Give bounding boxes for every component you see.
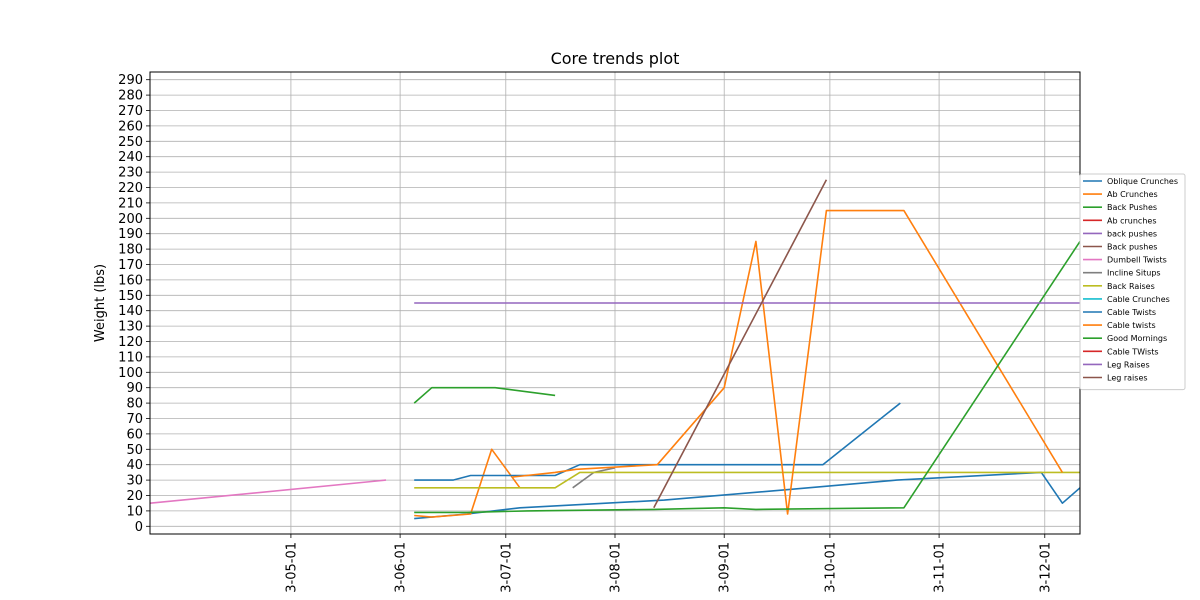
- y-tick-label: 100: [118, 366, 143, 381]
- legend-label: Leg raises: [1107, 374, 1148, 383]
- legend: Oblique Crunches Ab Crunches Back Pushes Ab…: [1079, 173, 1186, 391]
- y-tick-label: 180: [118, 243, 143, 258]
- x-tick-label: 3-07-01: [499, 542, 514, 593]
- series-line: [414, 240, 1080, 514]
- grid: [150, 72, 1080, 534]
- y-tick-label: 110: [118, 350, 143, 365]
- y-tick-label: 40: [126, 458, 143, 473]
- y-tick-label: 230: [118, 166, 143, 181]
- y-tick-label: 130: [118, 320, 143, 335]
- x-tick-label: 3-08-01: [609, 542, 624, 593]
- y-tick-label: 60: [126, 427, 143, 442]
- legend-label: Dumbell Twists: [1107, 256, 1167, 265]
- legend-label: Oblique Crunches: [1107, 177, 1178, 186]
- y-tick-label: 210: [118, 196, 143, 211]
- x-tick-label: 3-11-01: [933, 542, 948, 593]
- y-tick-label: 280: [118, 89, 143, 104]
- legend-label: Cable TWists: [1107, 347, 1159, 356]
- series-line: [414, 471, 1080, 489]
- y-axis: 0102030405060708090100110120130140150160…: [118, 73, 150, 535]
- legend-label: Back Raises: [1107, 282, 1155, 291]
- series-line: [150, 479, 387, 504]
- series-line: [414, 402, 901, 481]
- legend-label: Back Pushes: [1107, 203, 1157, 212]
- series-line: [653, 179, 828, 509]
- y-tick-label: 80: [126, 397, 143, 412]
- series-layer: [150, 179, 1080, 520]
- y-tick-label: 220: [118, 181, 143, 196]
- y-tick-label: 290: [118, 73, 143, 88]
- y-tick-label: 20: [126, 489, 143, 504]
- legend-label: Ab Crunches: [1107, 190, 1158, 199]
- chart-title: Core trends plot: [551, 49, 680, 68]
- y-tick-label: 0: [135, 520, 143, 535]
- y-tick-label: 50: [126, 443, 143, 458]
- x-tick-label: 3-10-01: [823, 542, 838, 593]
- y-tick-label: 170: [118, 258, 143, 273]
- legend-label: back pushes: [1107, 229, 1157, 238]
- legend-label: Cable twists: [1107, 321, 1156, 330]
- y-tick-label: 250: [118, 135, 143, 150]
- y-tick-label: 270: [118, 104, 143, 119]
- legend-label: Leg Raises: [1107, 360, 1150, 369]
- legend-label: Back pushes: [1107, 243, 1157, 252]
- y-tick-label: 90: [126, 381, 143, 396]
- legend-label: Incline Situps: [1107, 269, 1161, 278]
- series-line: [414, 448, 521, 518]
- y-tick-label: 70: [126, 412, 143, 427]
- x-tick-label: 3-09-01: [718, 542, 733, 593]
- y-axis-label: Weight (lbs): [93, 264, 108, 342]
- y-tick-label: 200: [118, 212, 143, 227]
- x-tick-label: 3-12-01: [1038, 542, 1053, 593]
- y-tick-label: 120: [118, 335, 143, 350]
- series-line: [413, 386, 556, 404]
- y-tick-label: 30: [126, 474, 143, 489]
- y-tick-label: 140: [118, 304, 143, 319]
- y-tick-label: 10: [126, 504, 143, 519]
- legend-label: Ab crunches: [1107, 216, 1156, 225]
- y-tick-label: 190: [118, 227, 143, 242]
- series-line: [512, 209, 1064, 515]
- legend-label: Cable Crunches: [1107, 295, 1170, 304]
- y-tick-label: 240: [118, 150, 143, 165]
- legend-frame: [1079, 173, 1186, 391]
- y-tick-label: 150: [118, 289, 143, 304]
- x-tick-label: 3-06-01: [394, 542, 409, 593]
- x-tick-label: 3-05-01: [284, 542, 299, 593]
- legend-label: Cable Twists: [1107, 308, 1156, 317]
- y-tick-label: 260: [118, 119, 143, 134]
- x-axis: 3-05-01 3-06-01 3-07-01 3-08-01 3-09-01 3-10-…: [284, 534, 1053, 593]
- y-tick-label: 160: [118, 273, 143, 288]
- legend-label: Good Mornings: [1107, 334, 1167, 343]
